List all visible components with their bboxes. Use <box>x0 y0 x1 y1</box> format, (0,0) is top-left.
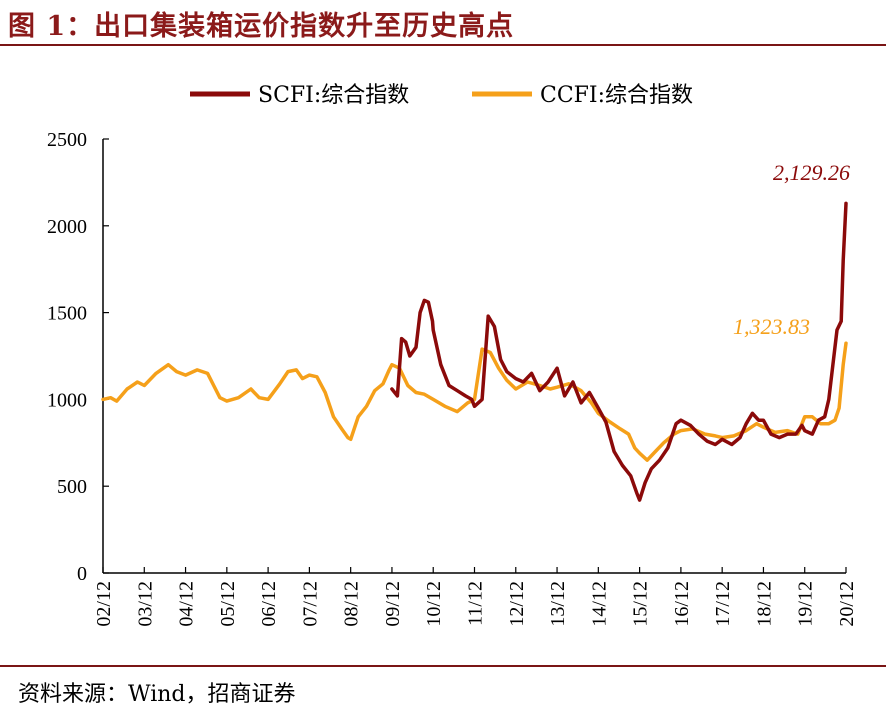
x-tick-label: 09/12 <box>382 581 404 627</box>
x-tick-label: 18/12 <box>753 581 775 627</box>
x-tick-label: 16/12 <box>671 581 693 627</box>
x-tick-label: 02/12 <box>93 581 115 627</box>
chart-axes: 0 500 1000 1500 2000 2500 02/12 03/12 04/12 05/12… <box>47 129 858 627</box>
x-tick-label: 15/12 <box>630 581 652 627</box>
annotation-scfi-latest: 2,129.26 <box>773 160 850 185</box>
title-divider <box>0 44 886 46</box>
chart-series <box>101 201 848 502</box>
x-tick-label: 06/12 <box>258 581 280 627</box>
x-tick-label: 20/12 <box>836 581 858 627</box>
series-line-ccfi <box>101 341 848 462</box>
legend-label-scfi: SCFI:综合指数 <box>258 83 409 108</box>
x-tick-label: 14/12 <box>588 581 610 627</box>
x-tick-label: 19/12 <box>795 581 817 627</box>
y-tick-label: 1000 <box>47 389 87 411</box>
annotation-ccfi-latest: 1,323.83 <box>733 314 810 339</box>
x-tick-label: 10/12 <box>423 581 445 627</box>
source-note: 资料来源：Wind，招商证券 <box>18 682 296 707</box>
y-tick-label: 0 <box>77 563 87 585</box>
y-tick-label: 1500 <box>47 303 87 325</box>
x-tick-label: 12/12 <box>506 581 528 627</box>
x-tick-label: 08/12 <box>341 581 363 627</box>
y-tick-label: 2500 <box>47 129 87 151</box>
x-tick-label: 05/12 <box>217 581 239 627</box>
x-tick-label: 11/12 <box>465 581 487 626</box>
figure-title: 图 1：出口集装箱运价指数升至历史高点 <box>8 11 515 42</box>
y-tick-label: 2000 <box>47 216 87 238</box>
series-line-scfi <box>390 201 848 502</box>
legend-label-ccfi: CCFI:综合指数 <box>540 83 693 108</box>
y-tick-label: 500 <box>57 476 87 498</box>
x-tick-label: 04/12 <box>176 581 198 627</box>
chart-legend: SCFI:综合指数 CCFI:综合指数 <box>190 83 693 108</box>
x-tick-label: 17/12 <box>712 581 734 627</box>
x-tick-label: 07/12 <box>299 581 321 627</box>
x-tick-label: 03/12 <box>134 581 156 627</box>
footer-divider <box>0 665 886 667</box>
x-tick-label: 13/12 <box>547 581 569 627</box>
